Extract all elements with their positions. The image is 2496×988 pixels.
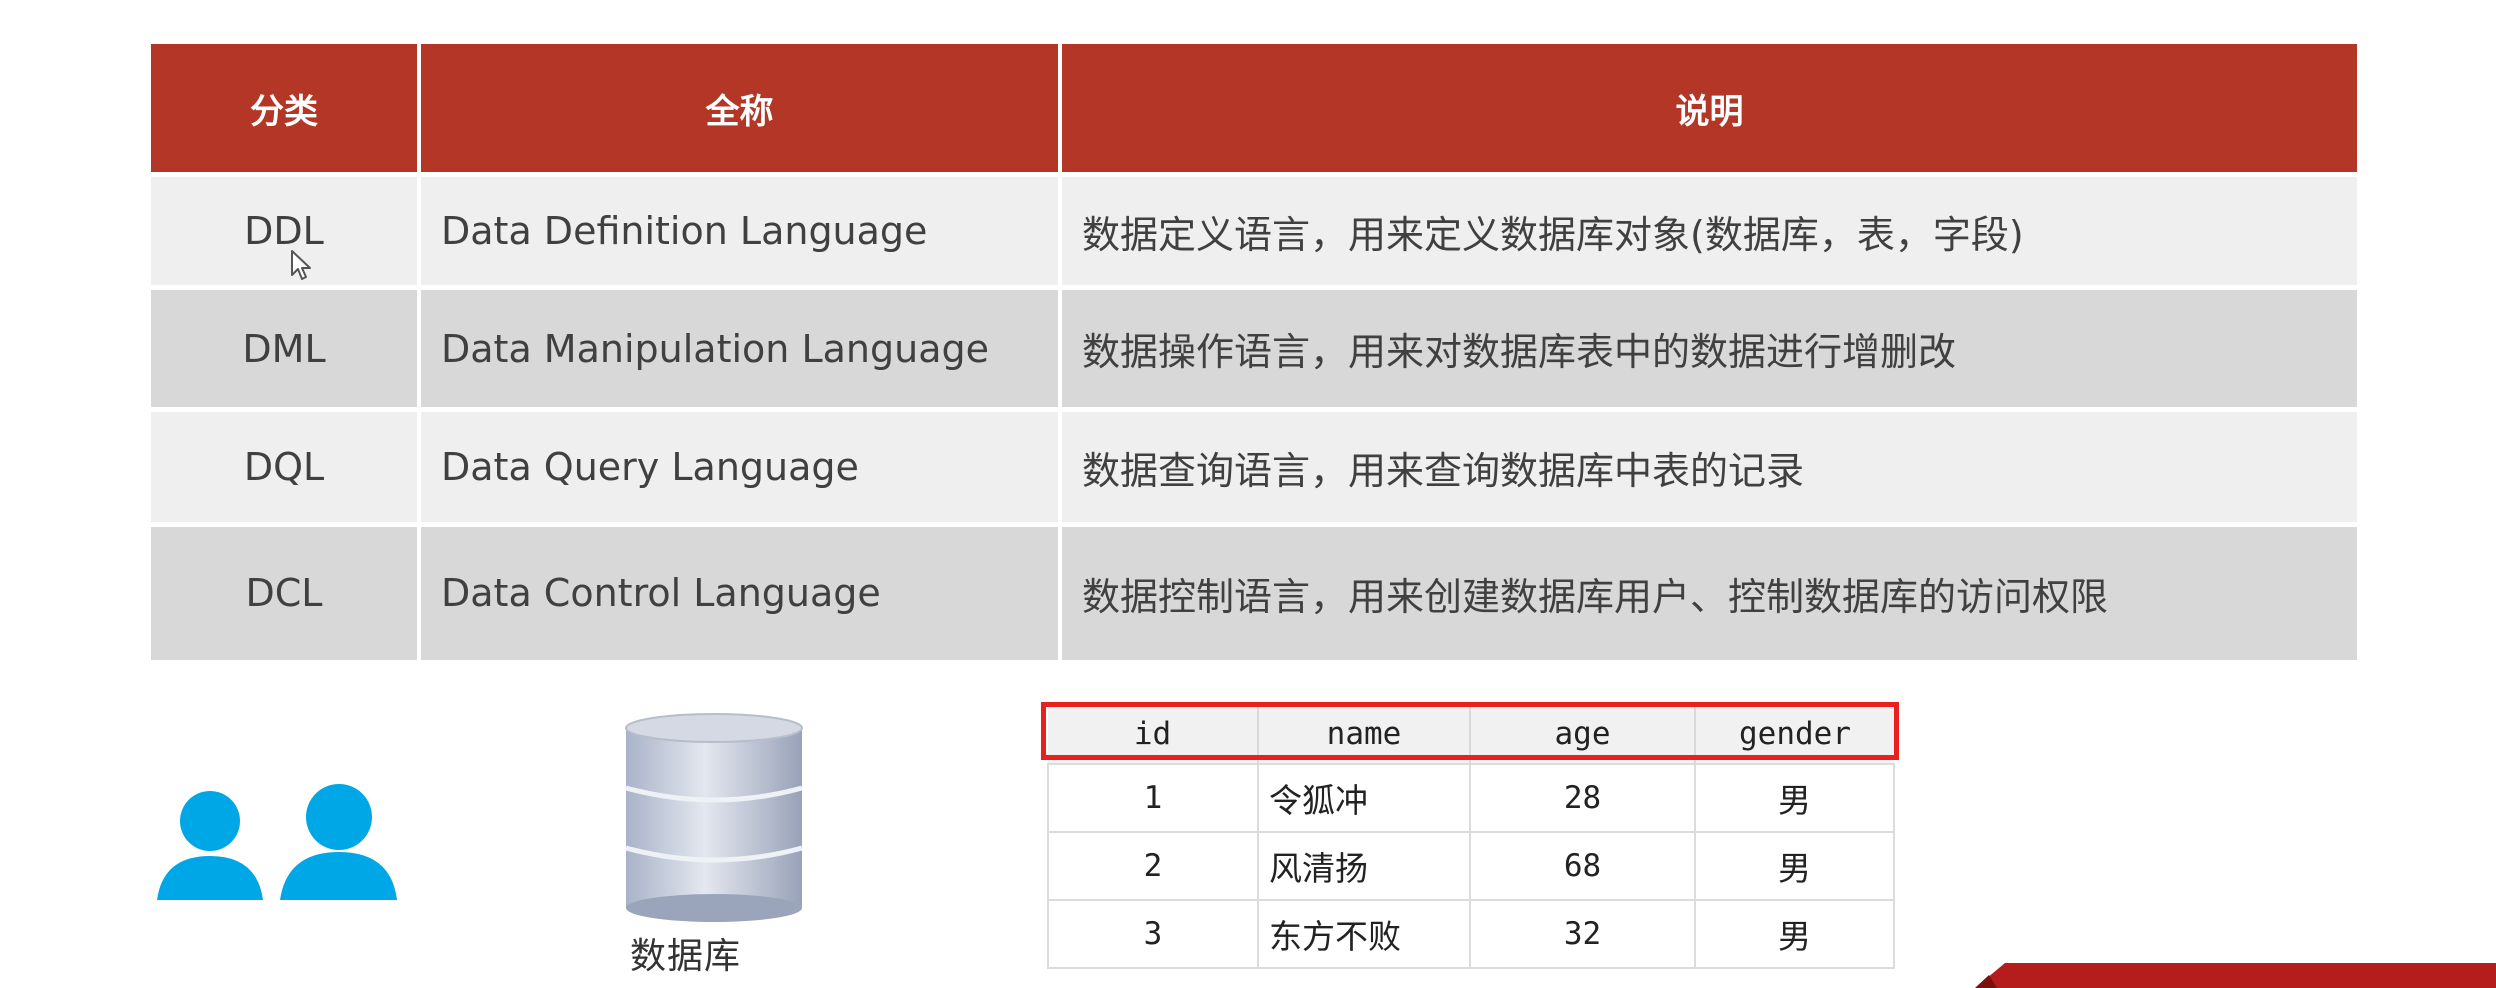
row-abbr: DCL <box>151 522 421 660</box>
sql-category-table: 分类 全称 说明 DDL Data Definition Language 数据… <box>151 44 2357 660</box>
row-description: 数据操作语言，用来对数据库表中的数据进行增删改 <box>1060 285 2357 410</box>
row-abbr: DDL <box>151 172 421 288</box>
cell-id: 3 <box>1047 899 1259 969</box>
header-description: 说明 <box>1060 44 2357 175</box>
cell-gender: 男 <box>1694 831 1895 901</box>
cell-name: 东方不败 <box>1257 899 1471 969</box>
header-full-name: 全称 <box>419 44 1062 175</box>
sample-data-table: id name age gender 1 令狐冲 28 男 2 风清扬 68 男… <box>1047 705 1895 969</box>
cell-age: 32 <box>1469 899 1696 969</box>
col-name: name <box>1258 705 1471 764</box>
cell-name: 风清扬 <box>1257 831 1471 901</box>
data-row: 2 风清扬 68 男 <box>1047 831 1895 901</box>
header-category: 分类 <box>151 44 421 175</box>
row-description: 数据查询语言，用来查询数据库中表的记录 <box>1060 407 2357 525</box>
row-full-name: Data Control Language <box>419 522 1062 660</box>
table-row: DDL Data Definition Language 数据定义语言，用来定义… <box>151 172 2357 288</box>
row-abbr: DQL <box>151 407 421 525</box>
col-id: id <box>1048 705 1259 764</box>
data-header-row: id name age gender <box>1048 705 1894 764</box>
row-full-name: Data Manipulation Language <box>419 285 1062 410</box>
data-row: 3 东方不败 32 男 <box>1047 899 1895 969</box>
database-icon <box>625 713 803 922</box>
database-label: 数据库 <box>630 936 742 977</box>
cell-gender: 男 <box>1694 763 1895 833</box>
row-abbr: DML <box>151 285 421 410</box>
users-icon <box>157 784 397 900</box>
table-row: DML Data Manipulation Language 数据操作语言，用来… <box>151 285 2357 410</box>
table-header-row: 分类 全称 说明 <box>151 44 2357 175</box>
cell-age: 68 <box>1469 831 1696 901</box>
corner-banner <box>1975 963 2496 988</box>
row-full-name: Data Definition Language <box>419 172 1062 288</box>
cell-id: 1 <box>1047 763 1259 833</box>
table-row: DQL Data Query Language 数据查询语言，用来查询数据库中表… <box>151 407 2357 525</box>
col-gender: gender <box>1695 705 1894 764</box>
cell-age: 28 <box>1469 763 1696 833</box>
row-description: 数据控制语言，用来创建数据库用户、控制数据库的访问权限 <box>1060 522 2357 660</box>
data-row: 1 令狐冲 28 男 <box>1047 763 1895 833</box>
cell-id: 2 <box>1047 831 1259 901</box>
col-age: age <box>1470 705 1696 764</box>
row-description: 数据定义语言，用来定义数据库对象(数据库，表，字段) <box>1060 172 2357 288</box>
mouse-cursor-icon <box>291 250 311 280</box>
cell-name: 令狐冲 <box>1257 763 1471 833</box>
cell-gender: 男 <box>1694 899 1895 969</box>
row-full-name: Data Query Language <box>419 407 1062 525</box>
table-row: DCL Data Control Language 数据控制语言，用来创建数据库… <box>151 522 2357 660</box>
